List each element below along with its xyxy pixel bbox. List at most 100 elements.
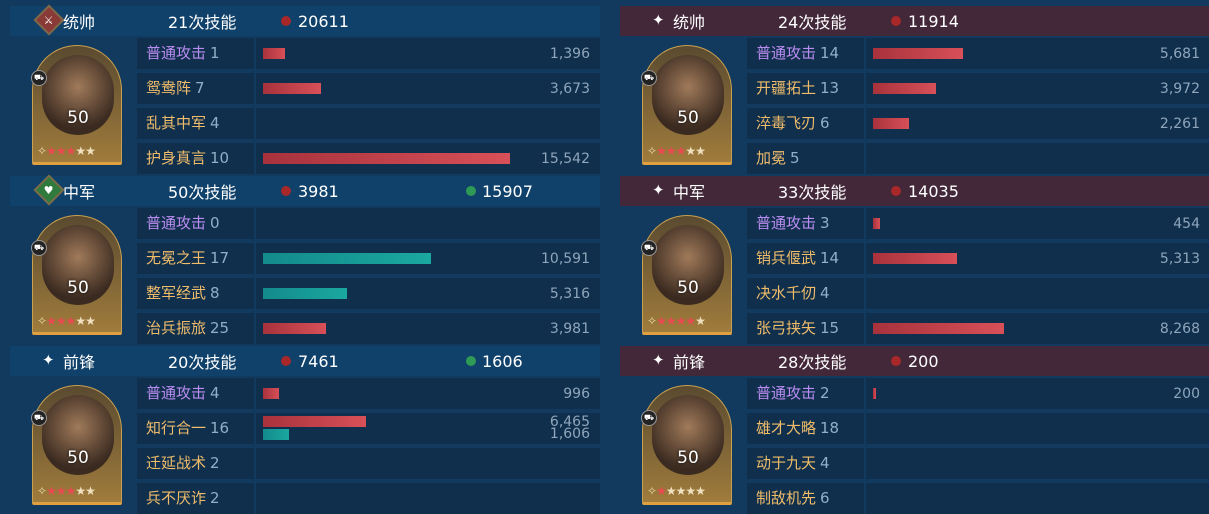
star-icon: ★: [665, 314, 677, 328]
skill-row: 护身真言 10 15,542: [137, 143, 600, 174]
role-label: 中军: [673, 183, 706, 202]
skill-bar-cell: [866, 483, 1209, 514]
skill-row: 普通攻击 3 454: [747, 208, 1209, 239]
general-portrait[interactable]: ⛟ 50 ✧★★★★★: [641, 385, 732, 505]
general-header: ♥ 中军 50次技能 3981 15907: [10, 174, 600, 206]
heal-total: 1606: [482, 351, 523, 371]
skill-row: 决水千仞 4: [747, 278, 1209, 309]
skill-name: 乱其中军: [146, 114, 207, 132]
skill-bar-cell: 6,465 1,606: [256, 413, 600, 444]
skill-row: 普通攻击 1 1,396: [137, 38, 600, 69]
damage-total: 11914: [908, 11, 959, 31]
star-icon: ★: [656, 484, 667, 498]
skill-name-cell: 整军经武 8: [137, 278, 254, 309]
star-rating: ✧★★★★★: [647, 144, 706, 158]
skill-name: 销兵偃武: [756, 249, 817, 267]
heal-dot-icon: [466, 356, 476, 366]
skill-name-cell: 普通攻击 0: [137, 208, 254, 239]
skill-name-cell: 普通攻击 4: [137, 378, 254, 409]
skill-name: 普通攻击: [146, 214, 207, 232]
skill-bar-cell: [256, 448, 600, 479]
skill-cast-count: 50次技能: [168, 183, 237, 202]
skill-name-cell: 兵不厌诈 2: [137, 483, 254, 514]
general-avatar: [42, 225, 114, 305]
star-rating: ✧★★★★★: [37, 144, 96, 158]
skill-bar-cell: 3,981: [256, 313, 600, 344]
star-icon: ★: [85, 144, 96, 158]
skill-name: 开疆拓土: [756, 79, 817, 97]
skill-trigger-count: 14: [820, 249, 840, 267]
skill-name: 普通攻击: [146, 44, 207, 62]
skill-cast-count: 33次技能: [778, 183, 847, 202]
damage-value: 454: [1173, 216, 1200, 232]
skill-row: 淬毒飞刃 6 2,261: [747, 108, 1209, 139]
level-label: 50: [677, 278, 699, 298]
damage-value: 3,972: [1159, 81, 1200, 97]
skill-trigger-count: 1: [210, 44, 220, 62]
damage-bar: [873, 83, 937, 94]
skill-bar-cell: 996: [256, 378, 600, 409]
general-block: ⚔ 统帅 21次技能 20611 ⛟ 50 ✧★★★★★ 普通攻击 1 1,396 鸳鸯阵 7 3,67…: [10, 0, 600, 174]
general-block: ✦ 统帅 24次技能 11914 ⛟ 50 ✧★★★★★ 普通攻击 14 5,681 开疆拓土 13 3…: [620, 0, 1209, 174]
skill-name: 鸳鸯阵: [146, 79, 192, 97]
skill-trigger-count: 18: [820, 419, 840, 437]
general-portrait[interactable]: ⛟ 50 ✧★★★★★: [31, 215, 122, 335]
skill-name: 无冕之王: [146, 249, 207, 267]
awaken-icon: ✧: [647, 484, 657, 498]
skill-name-cell: 护身真言 10: [137, 143, 254, 174]
skill-row: 雄才大略 18: [747, 413, 1209, 444]
skill-row: 鸳鸯阵 7 3,673: [137, 73, 600, 104]
skill-bar-cell: [256, 483, 600, 514]
star-rating: ✧★★★★★: [647, 484, 706, 498]
skill-bar-cell: 10,591: [256, 243, 600, 274]
star-icon: ★: [55, 484, 67, 498]
skill-name-cell: 乱其中军 4: [137, 108, 254, 139]
skill-bar-cell: 200: [866, 378, 1209, 409]
damage-value: 2,261: [1159, 116, 1200, 132]
level-label: 50: [67, 448, 89, 468]
role-label: 统帅: [63, 13, 96, 32]
general-avatar: [652, 395, 724, 475]
skill-trigger-count: 16: [210, 419, 230, 437]
skill-bar-cell: 15,542: [256, 143, 600, 174]
skill-row: 兵不厌诈 2: [137, 483, 600, 514]
skill-trigger-count: 4: [210, 114, 220, 132]
damage-total: 200: [908, 351, 939, 371]
sparkle-icon: ✦: [652, 11, 665, 29]
general-portrait[interactable]: ⛟ 50 ✧★★★★★: [31, 45, 122, 165]
damage-total: 14035: [908, 181, 959, 201]
skill-name: 普通攻击: [146, 384, 207, 402]
general-portrait[interactable]: ⛟ 50 ✧★★★★★: [641, 45, 732, 165]
star-icon: ★: [685, 314, 696, 328]
star-icon: ★: [675, 484, 687, 498]
star-icon: ★: [46, 314, 57, 328]
skill-trigger-count: 10: [210, 149, 230, 167]
general-portrait[interactable]: ⛟ 50 ✧★★★★★: [641, 215, 732, 335]
star-icon: ★: [85, 314, 96, 328]
general-avatar: [42, 55, 114, 135]
unit-type-icon: ⛟: [31, 410, 47, 426]
skill-trigger-count: 4: [210, 384, 220, 402]
damage-bar: [263, 48, 286, 59]
skill-name: 整军经武: [146, 284, 207, 302]
heal-total: 15907: [482, 181, 533, 201]
skill-name: 淬毒飞刃: [756, 114, 817, 132]
left-team-panel: ⚔ 统帅 21次技能 20611 ⛟ 50 ✧★★★★★ 普通攻击 1 1,396 鸳鸯阵 7 3,67…: [10, 0, 600, 514]
skill-bar-cell: 3,972: [866, 73, 1209, 104]
general-portrait[interactable]: ⛟ 50 ✧★★★★★: [31, 385, 122, 505]
skill-trigger-count: 2: [210, 489, 220, 507]
skill-bar-cell: 1,396: [256, 38, 600, 69]
general-block: ✦ 前锋 28次技能 200 ⛟ 50 ✧★★★★★ 普通攻击 2 200 雄才大略 18 动于九天 4 制…: [620, 340, 1209, 514]
skill-row: 加冕 5: [747, 143, 1209, 174]
skill-bar-cell: 2,261: [866, 108, 1209, 139]
skill-name: 知行合一: [146, 419, 207, 437]
star-icon: ★: [75, 484, 86, 498]
right-team-panel: ✦ 统帅 24次技能 11914 ⛟ 50 ✧★★★★★ 普通攻击 14 5,681 开疆拓土 13 3…: [620, 0, 1209, 514]
skill-name-cell: 雄才大略 18: [747, 413, 864, 444]
damage-bar: [263, 83, 322, 94]
skill-row: 知行合一 16 6,465 1,606: [137, 413, 600, 444]
star-icon: ★: [65, 144, 77, 158]
skill-trigger-count: 8: [210, 284, 220, 302]
skill-row: 迁延战术 2: [137, 448, 600, 479]
skill-name-cell: 淬毒飞刃 6: [747, 108, 864, 139]
